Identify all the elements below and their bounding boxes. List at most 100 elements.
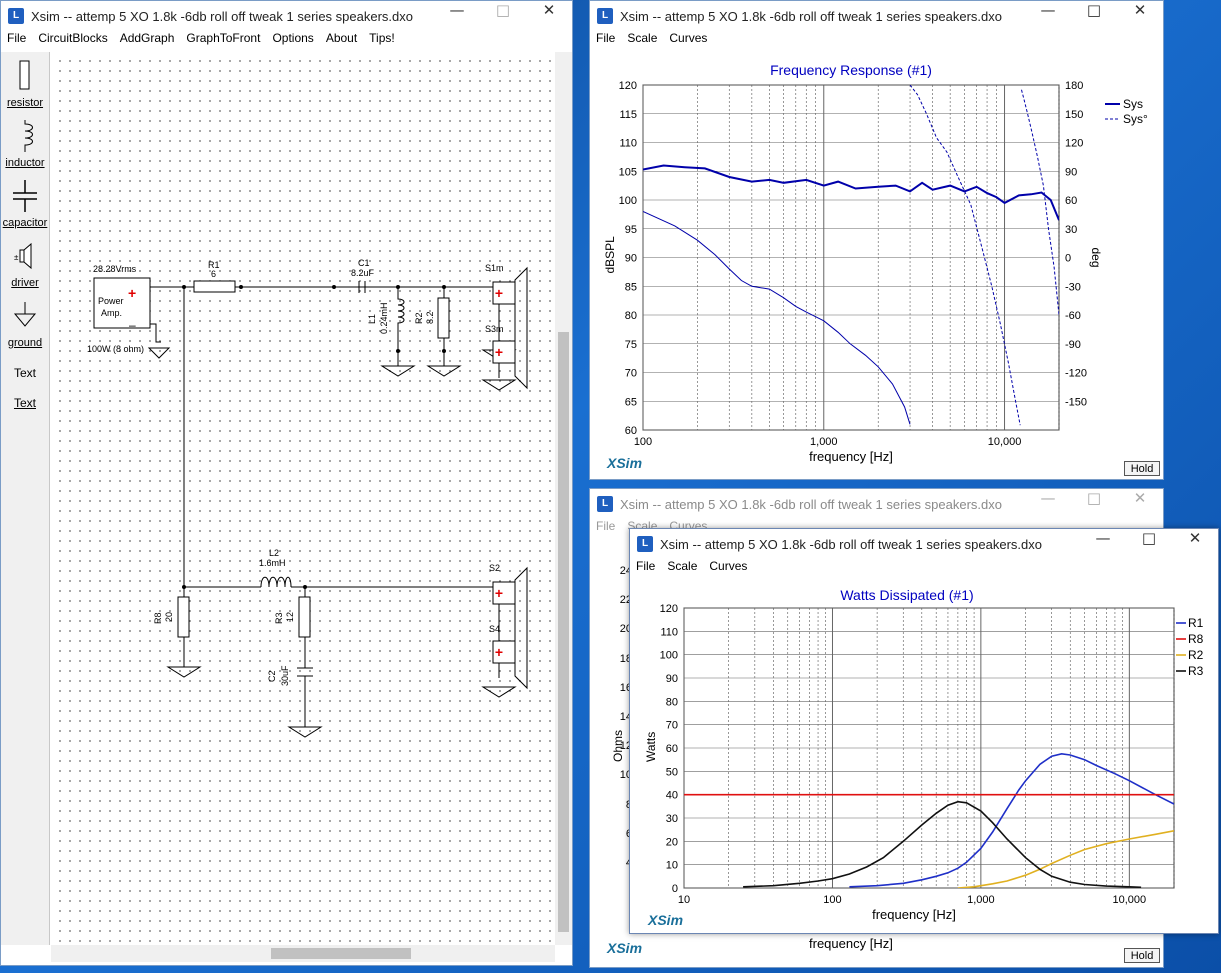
scroll-thumb[interactable] (558, 332, 569, 932)
power-amp-block (93, 277, 151, 329)
svg-text:–: – (129, 318, 136, 332)
maximize-button[interactable]: □ (1086, 1, 1102, 19)
tool-ground[interactable]: ground (1, 298, 49, 349)
schematic-canvas[interactable]: + + + + + – 28.28Vrms Power Amp. 100W (8 oh… (51, 52, 556, 945)
inductor-icon (24, 120, 33, 152)
maximize-button[interactable]: □ (495, 1, 511, 19)
menu-file[interactable]: File (7, 31, 27, 45)
y-tick-label: 10 (666, 860, 678, 872)
y-tick-label: 115 (619, 109, 637, 121)
minimize-button[interactable]: — (1040, 1, 1056, 19)
hold-button[interactable]: Hold (1124, 461, 1160, 476)
circuit-editor-window: L Xsim -- attemp 5 XO 1.8k -6db roll off… (0, 0, 573, 966)
menu-graphtofront[interactable]: GraphToFront (186, 31, 261, 45)
horizontal-scrollbar[interactable] (51, 945, 555, 962)
vertical-scrollbar[interactable] (555, 52, 572, 945)
tool-text-2[interactable]: Text (1, 396, 49, 410)
menu-curves[interactable]: Curves (709, 559, 748, 573)
y2-tick-label: 90 (1065, 166, 1077, 178)
y2-tick-label: 150 (1065, 109, 1083, 121)
minimize-button[interactable]: — (1040, 489, 1056, 507)
app-icon: L (637, 536, 653, 552)
series-line-r1 (849, 752, 1174, 888)
close-button[interactable]: ✕ (1188, 529, 1202, 547)
s2-label: S2 (489, 563, 500, 573)
menu-file[interactable]: File (596, 31, 616, 45)
y-tick-label: 75 (625, 339, 637, 351)
menu-file[interactable]: File (596, 519, 616, 533)
maximize-button[interactable]: □ (1086, 489, 1102, 507)
maximize-button[interactable]: □ (1141, 529, 1157, 547)
y-tick-label: 85 (625, 281, 637, 293)
tool-capacitor[interactable]: capacitor (1, 178, 49, 229)
l2-name: L2 (269, 548, 279, 558)
x-tick-label: 100 (823, 894, 841, 906)
menu-about[interactable]: About (325, 31, 358, 45)
menu-curves[interactable]: Curves (669, 31, 708, 45)
y2-axis-label: deg (1089, 248, 1103, 268)
x-tick-label: 1,000 (810, 436, 838, 448)
tool-driver-label: driver (11, 277, 39, 289)
series-line-2 (643, 211, 911, 425)
minimize-button[interactable]: — (449, 1, 465, 19)
scroll-thumb-h[interactable] (271, 948, 411, 959)
x-axis-label: frequency [Hz] (809, 449, 893, 464)
menu-file[interactable]: File (636, 559, 656, 573)
tool-inductor[interactable]: inductor (1, 118, 49, 169)
legend-label-r2: R2 (1188, 648, 1204, 662)
c2-value: 30uF (280, 665, 290, 686)
c1-name: C1 (358, 258, 370, 268)
tool-text[interactable]: Text (1, 366, 49, 380)
y-tick-label: 0 (672, 883, 678, 895)
menu-options[interactable]: Options (272, 31, 314, 45)
menu-addgraph[interactable]: AddGraph (119, 31, 175, 45)
minimize-button[interactable]: — (1095, 529, 1111, 547)
menu-scale[interactable]: Scale (667, 559, 698, 573)
title-bar[interactable]: L Xsim -- attemp 5 XO 1.8k -6db roll off… (1, 1, 572, 31)
ohms-tick-label: 6 (612, 828, 632, 840)
r2-name: R2 (414, 312, 424, 324)
inductor-l2 (260, 576, 292, 588)
title-bar[interactable]: L Xsim -- attemp 5 XO 1.8k -6db roll off… (590, 489, 1163, 519)
c2-name: C2 (267, 670, 277, 682)
y-tick-label: 90 (625, 253, 637, 265)
r2-value: 8.2 (425, 311, 435, 324)
xsim-brand: XSim (607, 455, 643, 471)
y-axis-label: Watts (644, 732, 658, 762)
hold-button[interactable]: Hold (1124, 948, 1160, 963)
ohms-tick-label: 22 (619, 594, 632, 607)
menu-tips[interactable]: Tips! (369, 31, 395, 45)
title-bar[interactable]: L Xsim -- attemp 5 XO 1.8k -6db roll off… (590, 1, 1163, 31)
y-tick-label: 90 (666, 673, 678, 685)
close-button[interactable]: ✕ (1133, 489, 1147, 507)
tool-resistor[interactable]: resistor (1, 58, 49, 109)
title-bar[interactable]: L Xsim -- attemp 5 XO 1.8k -6db roll off… (630, 529, 1218, 559)
menu-scale[interactable]: Scale (627, 31, 658, 45)
y-tick-label: 60 (666, 743, 678, 755)
ohms-tick-label: 16 (619, 681, 632, 694)
ohms-tick-label: 14 (619, 711, 632, 723)
y-tick-label: 80 (666, 696, 678, 708)
ohms-tick-label: 8 (612, 799, 632, 811)
ohms-tick-label: 20 (619, 623, 632, 636)
svg-text:+: + (495, 285, 503, 301)
legend-label-r1: R1 (1188, 616, 1204, 630)
tool-capacitor-label: capacitor (2, 217, 48, 229)
c1-value: 8.2uF (351, 268, 375, 278)
resistor-r3 (298, 596, 311, 638)
window-title: Xsim -- attemp 5 XO 1.8k -6db roll off t… (620, 9, 1002, 24)
x-tick-label: 10 (678, 894, 690, 906)
svg-text:+: + (495, 344, 503, 360)
y2-tick-label: -120 (1065, 368, 1087, 380)
svg-text:±: ± (14, 253, 19, 262)
source-voltage: 28.28Vrms (93, 264, 137, 274)
tool-driver[interactable]: ± driver (1, 238, 49, 289)
circuit-schematic: + + + + + – 28.28Vrms Power Amp. 100W (8 oh… (87, 258, 528, 738)
resistor-r1 (193, 280, 236, 293)
menu-circuitblocks[interactable]: CircuitBlocks (38, 31, 108, 45)
y-tick-label: 95 (625, 224, 637, 236)
y2-tick-label: -150 (1065, 396, 1087, 408)
svg-text:+: + (495, 644, 503, 660)
close-button[interactable]: ✕ (542, 1, 556, 19)
close-button[interactable]: ✕ (1133, 1, 1147, 19)
